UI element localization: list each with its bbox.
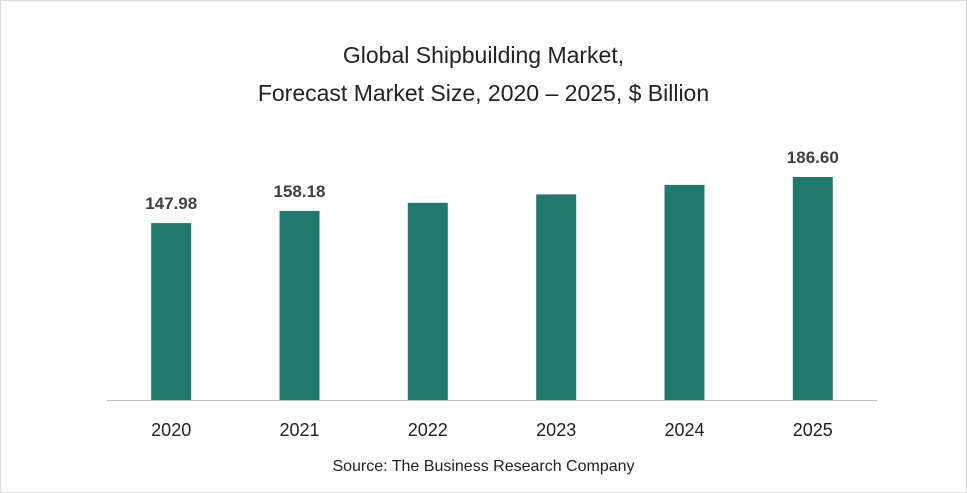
x-tick-label-2021: 2021	[279, 420, 319, 440]
chart-title-line-1: Global Shipbuilding Market,	[342, 42, 625, 68]
bar-2022	[407, 202, 448, 400]
bar-2023	[536, 194, 577, 400]
x-tick-label-2020: 2020	[151, 420, 191, 440]
x-tick-label-2023: 2023	[536, 420, 576, 440]
bar-2021	[279, 210, 320, 400]
x-tick-label-2022: 2022	[408, 420, 448, 440]
data-label-2020: 147.98	[145, 194, 197, 213]
x-tick-label-2024: 2024	[664, 420, 704, 440]
bar-2020	[151, 223, 192, 400]
data-label-2025: 186.60	[787, 148, 839, 167]
data-label-2021: 158.18	[274, 182, 326, 201]
chart-title-line-2: Forecast Market Size, 2020 – 2025, $ Bil…	[257, 80, 710, 106]
source-note: Source: The Business Research Company	[332, 458, 635, 475]
bar-2025	[792, 177, 833, 400]
x-tick-label-2025: 2025	[793, 420, 833, 440]
bar-2024	[664, 184, 705, 400]
